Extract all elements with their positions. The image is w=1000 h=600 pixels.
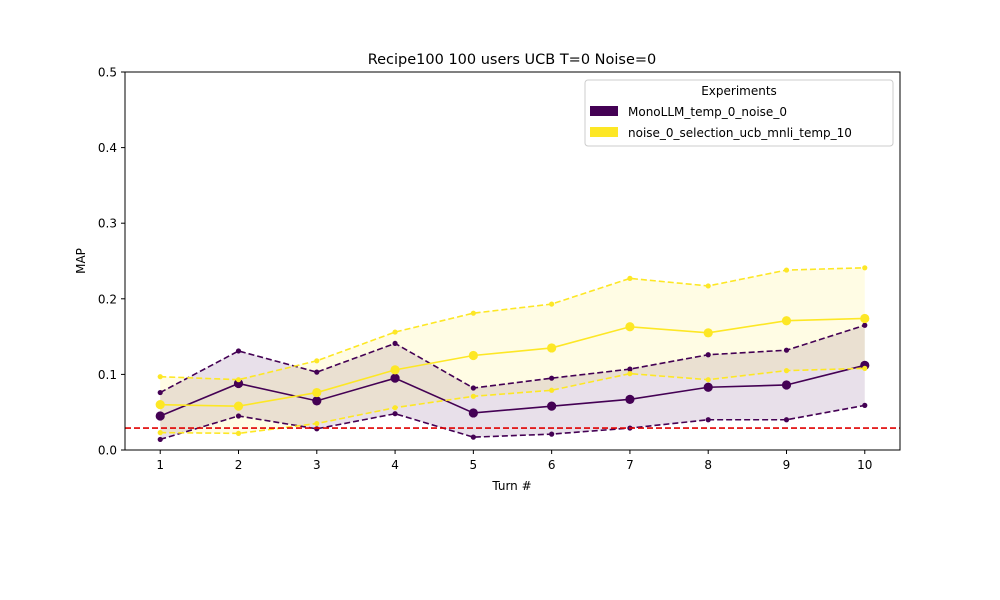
mean-point-series-1	[155, 400, 165, 410]
upper-point-series-0	[862, 322, 868, 328]
y-tick-label: 0.4	[98, 141, 117, 155]
mean-point-series-0	[312, 396, 322, 406]
lower-point-series-0	[862, 402, 868, 408]
upper-point-series-1	[862, 265, 868, 271]
mean-point-series-1	[312, 387, 322, 398]
upper-point-series-1	[705, 283, 711, 289]
mean-point-series-1	[625, 322, 635, 332]
y-tick-label: 0.2	[98, 292, 117, 306]
plot-frame	[124, 71, 901, 451]
upper-point-series-0	[314, 369, 320, 375]
mean-point-series-0	[233, 378, 244, 389]
mean-point-series-0	[703, 382, 713, 392]
legend: Experiments MonoLLM_temp_0_noise_0 noise…	[584, 79, 894, 147]
lower-point-series-1	[705, 377, 711, 383]
mean-point-series-0	[625, 394, 635, 404]
mean-point-series-1	[468, 350, 478, 361]
mean-point-series-1	[233, 401, 244, 411]
x-tick-label: 4	[391, 458, 399, 472]
y-tick-label: 0.5	[98, 66, 117, 80]
lower-point-series-1	[549, 387, 555, 393]
lower-point-series-1	[627, 371, 633, 377]
mean-point-series-0	[468, 408, 478, 418]
lower-point-series-0	[549, 431, 555, 437]
x-tick-label: 7	[626, 458, 634, 472]
lower-point-series-1	[392, 405, 398, 411]
x-axis: 1 2 3 4 5 6 7 8 9 10	[156, 450, 872, 472]
y-tick-label: 0.1	[98, 368, 117, 382]
upper-point-series-0	[549, 375, 555, 381]
lower-point-series-1	[470, 393, 476, 399]
upper-point-series-1	[627, 275, 633, 281]
lower-point-series-0	[392, 411, 398, 417]
x-tick-label: 6	[548, 458, 556, 472]
upper-line-series-0	[159, 324, 866, 394]
x-tick-label: 2	[235, 458, 243, 472]
upper-point-series-0	[392, 340, 398, 347]
mean-point-series-1	[781, 316, 792, 326]
y-axis: 0.0 0.1 0.2 0.3 0.4 0.5	[98, 66, 125, 458]
confidence-bands	[160, 267, 865, 440]
legend-label-monollm: MonoLLM_temp_0_noise_0	[628, 105, 787, 119]
band-series-0	[160, 325, 865, 440]
upper-point-series-1	[392, 329, 398, 335]
mean-point-series-0	[390, 373, 400, 383]
legend-swatch-monollm	[590, 106, 618, 116]
upper-line-series-1	[160, 267, 865, 381]
series-lines	[155, 265, 870, 443]
x-tick-label: 8	[704, 458, 712, 472]
y-tick-label: 0.0	[98, 444, 117, 458]
band-series-1	[160, 267, 865, 434]
upper-point-series-1	[314, 358, 320, 364]
legend-label-ucb: noise_0_selection_ucb_mnli_temp_10	[628, 126, 852, 140]
upper-point-series-0	[783, 347, 790, 353]
upper-point-series-0	[627, 366, 633, 372]
x-tick-label: 9	[783, 458, 791, 472]
lower-point-series-0	[783, 417, 790, 423]
mean-line-series-1	[160, 317, 865, 407]
upper-point-series-1	[783, 267, 790, 273]
y-tick-label: 0.3	[98, 217, 117, 231]
lower-point-series-1	[314, 420, 320, 427]
x-tick-label: 1	[156, 458, 164, 472]
lower-point-series-0	[157, 436, 163, 443]
mean-point-series-1	[547, 343, 557, 353]
legend-title: Experiments	[701, 84, 777, 98]
lower-line-series-0	[159, 404, 865, 441]
x-tick-label: 10	[857, 458, 872, 472]
lower-point-series-1	[862, 365, 868, 371]
mean-point-series-0	[781, 380, 792, 390]
lower-line-series-1	[160, 367, 865, 435]
lower-point-series-1	[235, 430, 242, 436]
x-tick-label: 3	[313, 458, 321, 472]
mean-point-series-0	[547, 401, 557, 411]
mean-point-series-0	[155, 411, 165, 421]
mean-line-series-0	[159, 364, 865, 417]
x-axis-label: Turn #	[491, 479, 531, 493]
lower-point-series-0	[705, 417, 711, 423]
upper-point-series-0	[705, 352, 711, 358]
legend-swatch-ucb	[590, 127, 618, 137]
x-tick-label: 5	[470, 458, 478, 472]
upper-point-series-0	[157, 389, 163, 396]
upper-point-series-0	[470, 385, 476, 391]
mean-point-series-1	[860, 313, 870, 324]
upper-point-series-1	[470, 310, 476, 316]
lower-point-series-1	[783, 368, 790, 374]
lower-point-series-0	[235, 413, 242, 419]
upper-point-series-1	[235, 377, 242, 383]
upper-point-series-1	[157, 374, 163, 380]
upper-point-series-0	[235, 348, 242, 354]
legend-box	[584, 79, 894, 147]
upper-point-series-1	[549, 301, 555, 307]
chart-title: Recipe100 100 users UCB T=0 Noise=0	[368, 52, 657, 68]
lower-point-series-0	[470, 434, 476, 440]
mean-point-series-1	[703, 328, 713, 338]
lower-point-series-1	[157, 430, 163, 436]
mean-point-series-1	[390, 365, 400, 375]
y-axis-label: MAP	[74, 248, 88, 274]
